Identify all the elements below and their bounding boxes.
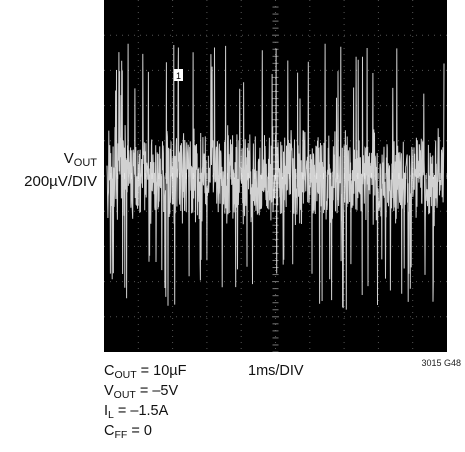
trace-marker [174,69,183,81]
y-axis-label: VOUT [64,150,97,169]
scope-plot: 1 [104,0,447,352]
condition-symbol: I [104,403,109,419]
condition-subscript: L [108,409,114,421]
condition-vout: VOUT = –5V [104,382,187,402]
condition-symbol: V [104,383,114,399]
condition-cff: CFF = 0 [104,422,187,442]
condition-value: = –1.5A [113,403,169,419]
condition-value: = –5V [135,383,179,399]
trace-label: V [63,150,74,167]
trace-marker-label: 1 [176,71,181,81]
condition-subscript: FF [114,429,128,441]
horizontal-scale-label: 1ms/DIV [248,363,304,379]
condition-symbol: C [104,423,115,439]
trace-label-subscript: OUT [73,157,97,169]
condition-subscript: OUT [114,369,137,381]
test-conditions: COUT = 10µF VOUT = –5V IL = –1.5A CFF = … [104,362,187,442]
condition-subscript: OUT [113,389,136,401]
condition-il: IL = –1.5A [104,402,187,422]
condition-value: = 0 [127,423,152,439]
condition-symbol: C [104,363,115,379]
condition-cout: COUT = 10µF [104,362,187,382]
oscilloscope-screen: 1 [104,0,447,352]
noise-trace [106,43,445,310]
condition-value: = 10µF [136,363,187,379]
figure-code: 3015 G48 [421,358,461,368]
vertical-scale-label: 200µV/DIV [24,173,97,190]
